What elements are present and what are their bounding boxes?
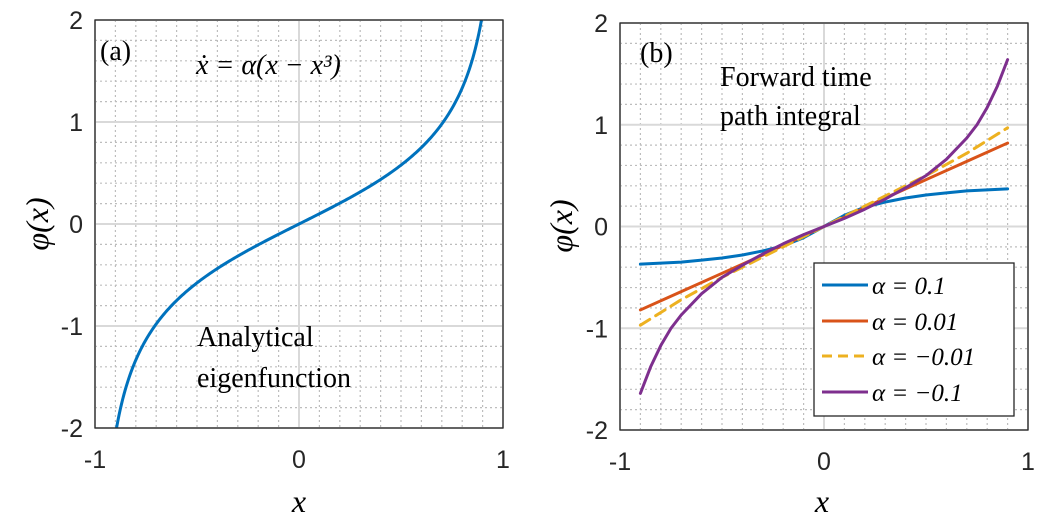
legend-label-alpha-0.01: α = 0.01 bbox=[872, 309, 958, 336]
legend: α = 0.1 α = 0.01 α = −0.01 α = −0.1 bbox=[813, 262, 1015, 417]
legend-label-alpha-neg-0.1: α = −0.1 bbox=[872, 380, 963, 407]
y-tick-label: 0 bbox=[69, 211, 83, 239]
panel-b-axes-box bbox=[619, 22, 1029, 431]
y-tick-label: -1 bbox=[61, 313, 83, 341]
panel-b-annotation-line1: Forward time bbox=[720, 62, 872, 93]
panel-a-axes-box bbox=[94, 19, 504, 429]
panel-a-annotation-line1: Analytical bbox=[197, 322, 314, 353]
x-tick-label: 0 bbox=[817, 448, 831, 476]
y-tick-label: 1 bbox=[594, 112, 608, 140]
panel-a-annotation-line2: eigenfunction bbox=[197, 363, 351, 394]
x-tick-label: 1 bbox=[496, 446, 510, 474]
panel-a-equation: ẋ = α(x − x³) bbox=[195, 50, 341, 81]
panel-a-series bbox=[115, 20, 483, 428]
y-tick-label: 1 bbox=[69, 109, 83, 137]
panel-b-label: (b) bbox=[640, 38, 673, 69]
panel-a-xlabel: x bbox=[291, 483, 306, 519]
legend-label-alpha-neg-0.01: α = −0.01 bbox=[872, 344, 975, 371]
panel-b-annotation-line2: path integral bbox=[720, 101, 861, 132]
panel-b-series bbox=[638, 58, 1010, 395]
panel-b-xlabel: x bbox=[814, 483, 829, 519]
series-line-a-0 bbox=[115, 20, 483, 428]
legend-label-alpha-0.1: α = 0.1 bbox=[872, 273, 946, 300]
y-tick-label: 2 bbox=[594, 10, 608, 38]
y-tick-label: -2 bbox=[586, 417, 608, 445]
series-line-b-3 bbox=[638, 58, 1010, 395]
y-tick-label: -1 bbox=[586, 315, 608, 343]
y-tick-label: 0 bbox=[594, 214, 608, 242]
panel-b-ylabel: φ(x) bbox=[543, 199, 579, 252]
panel-a-label: (a) bbox=[100, 36, 131, 67]
panel-a-ylabel: φ(x) bbox=[19, 197, 55, 250]
x-tick-label: 1 bbox=[1021, 448, 1035, 476]
y-tick-label: 2 bbox=[69, 7, 83, 35]
x-tick-label: 0 bbox=[292, 446, 306, 474]
x-tick-label: -1 bbox=[84, 446, 106, 474]
y-tick-label: -2 bbox=[61, 415, 83, 443]
x-tick-label: -1 bbox=[609, 448, 631, 476]
